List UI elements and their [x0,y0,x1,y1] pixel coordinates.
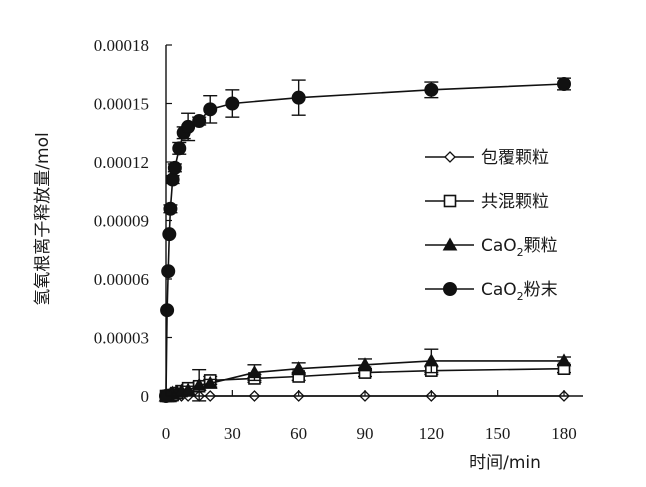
y-tick-label: 0.00006 [94,270,149,289]
data-point [225,96,240,111]
data-point [163,201,178,216]
legend-label: CaO2粉末 [481,280,558,303]
data-point [203,102,218,117]
y-axis-title: 氢氧根离子释放量/mol [33,132,53,305]
x-tick-label: 90 [357,424,374,443]
data-point [556,353,572,367]
data-point [202,375,218,389]
data-point [160,303,175,318]
x-tick-label: 180 [551,424,577,443]
y-tick-label: 0.00009 [94,212,149,231]
data-point [161,264,176,279]
legend-marker [442,237,458,251]
x-tick-label: 30 [224,424,241,443]
data-point [247,365,262,379]
y-tick-label: 0.00018 [94,36,149,55]
y-tick-label: 0.00012 [94,153,149,172]
x-tick-label: 0 [162,424,171,443]
x-axis-title: 时间/min [469,453,541,473]
legend-marker [443,282,457,296]
x-tick-label: 60 [290,424,307,443]
y-tick-label: 0 [141,387,150,406]
legend-label: 共混颗粒 [481,192,549,212]
data-point [180,382,196,396]
legend-label: CaO2颗粒 [481,236,558,259]
data-point [167,160,182,175]
legend-marker [443,194,457,208]
x-tick-label: 150 [485,424,511,443]
legend-marker [444,151,456,163]
data-point [165,172,180,187]
data-point [557,77,571,91]
data-point [192,114,207,129]
legend-entry-3: CaO2颗粒 [425,236,558,259]
legend-entry-2: 共混颗粒 [425,192,549,212]
y-tick-label: 0.00003 [94,329,149,348]
legend-label: 包覆颗粒 [481,148,549,168]
legend-entry-1: 包覆颗粒 [425,148,549,168]
x-tick-label: 120 [419,424,445,443]
data-point [181,119,196,134]
data-point [423,353,439,367]
legend-entry-4: CaO2粉末 [425,280,558,303]
data-point [162,227,177,242]
data-point [172,141,187,156]
y-tick-label: 0.00015 [94,95,149,114]
data-point [424,82,439,97]
data-point [291,90,306,105]
data-point [191,377,207,391]
series-4 [159,77,571,403]
data-point [357,357,373,371]
data-point [291,361,307,375]
axes: 0 0.00003 0.00006 0.00009 0.00012 0.00015 0.00… [94,36,583,443]
